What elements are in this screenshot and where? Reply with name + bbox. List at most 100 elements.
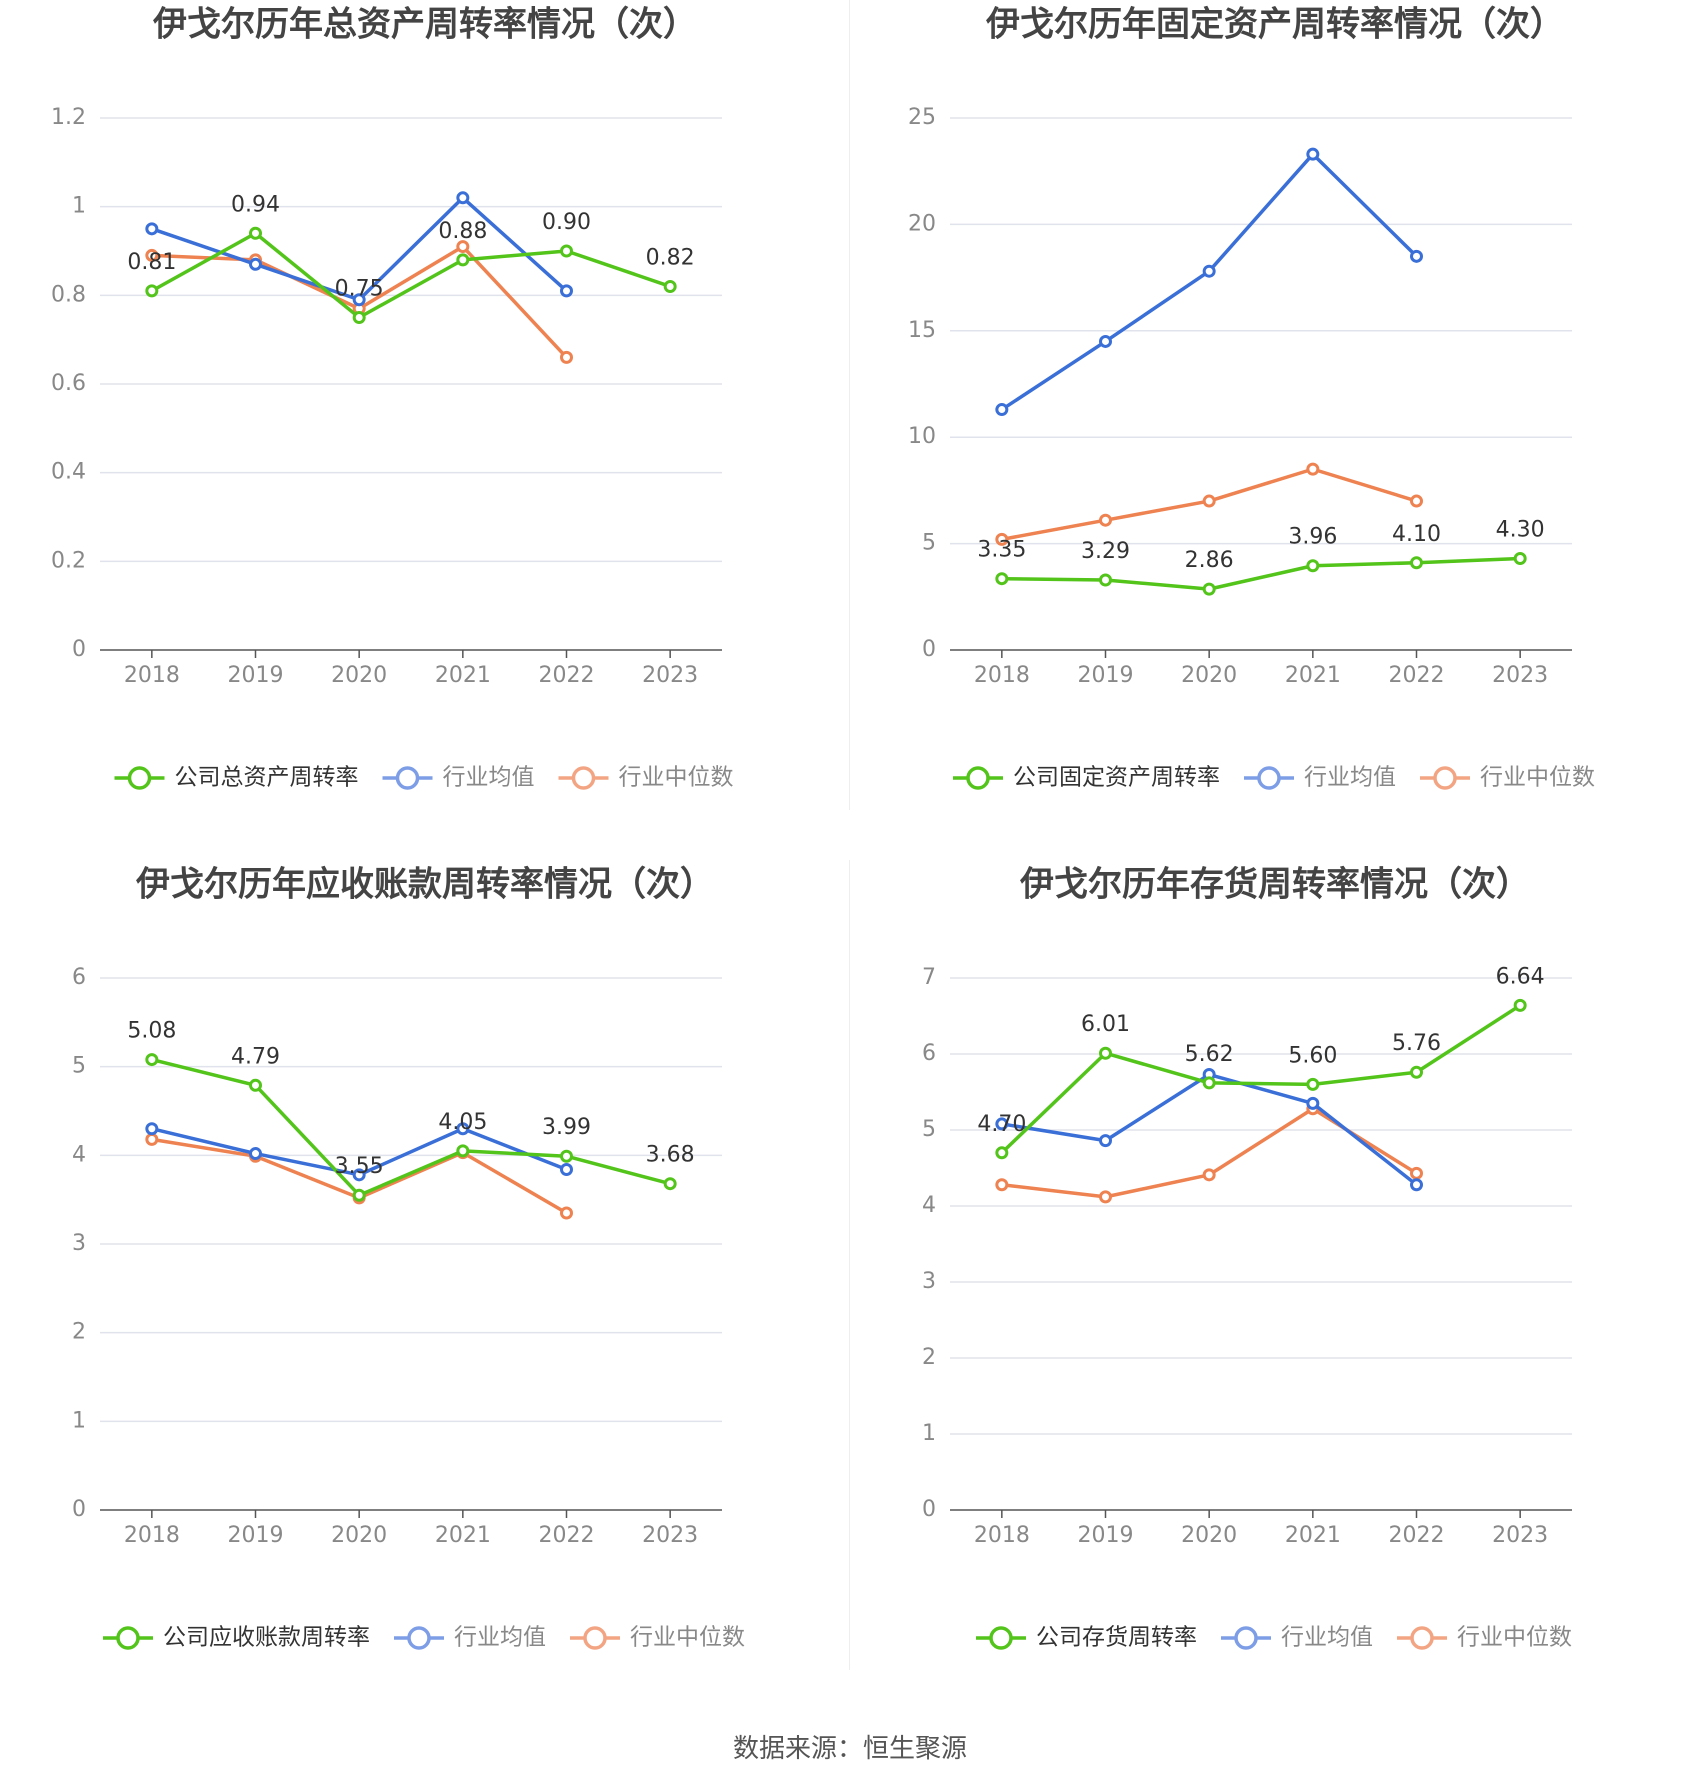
data-point-median — [1202, 494, 1216, 508]
data-point-average — [249, 257, 262, 271]
x-tick-label: 2018 — [124, 1523, 180, 1548]
data-point-median — [1099, 513, 1112, 527]
data-point-company — [560, 244, 573, 258]
x-tick-label: 2021 — [1285, 1523, 1341, 1548]
y-tick-label: 10 — [908, 424, 936, 449]
data-label: 0.94 — [231, 192, 280, 217]
data-label: 3.35 — [977, 538, 1026, 563]
legend-item-company: 公司总资产周转率 — [114, 765, 359, 791]
legend-marker — [116, 1626, 140, 1650]
data-label: 0.81 — [127, 250, 176, 275]
data-point-company — [663, 279, 677, 293]
x-tick-label: 2019 — [228, 663, 284, 688]
data-point-company — [1202, 1076, 1216, 1090]
data-point-company — [995, 572, 1009, 586]
x-tick-label: 2020 — [331, 1523, 387, 1548]
legend-label: 行业均值 — [454, 1625, 546, 1651]
x-tick-label: 2022 — [539, 1523, 595, 1548]
data-label: 0.75 — [335, 277, 384, 302]
y-tick-label: 1.2 — [51, 105, 86, 130]
data-point-company — [1099, 1046, 1112, 1060]
legend-item-company: 公司应收账款周转率 — [103, 1625, 370, 1651]
legend-label: 公司固定资产周转率 — [1013, 765, 1220, 791]
y-tick-label: 0.4 — [51, 460, 86, 485]
x-tick-label: 2021 — [435, 1523, 491, 1548]
legend-item-median: 行业中位数 — [1397, 1625, 1572, 1651]
data-point-company — [1410, 1065, 1423, 1079]
y-tick-label: 4 — [922, 1193, 936, 1218]
legend-item-average: 行业均值 — [1221, 1625, 1373, 1651]
y-tick-label: 15 — [908, 318, 936, 343]
y-tick-label: 20 — [908, 211, 936, 236]
y-tick-label: 0 — [922, 637, 936, 662]
data-point-company — [1202, 582, 1216, 596]
x-tick-label: 2023 — [1492, 663, 1548, 688]
data-label: 0.88 — [438, 219, 487, 244]
data-point-median — [560, 350, 573, 364]
y-tick-label: 6 — [72, 965, 86, 990]
x-tick-label: 2021 — [1285, 663, 1341, 688]
data-point-company — [145, 284, 159, 298]
y-tick-label: 2 — [922, 1345, 936, 1370]
x-tick-label: 2022 — [1389, 663, 1445, 688]
legend-label: 公司应收账款周转率 — [163, 1625, 370, 1651]
legend-label: 行业均值 — [1304, 765, 1396, 791]
x-tick-label: 2020 — [1181, 1523, 1237, 1548]
legend-marker — [407, 1626, 431, 1650]
data-label: 6.01 — [1081, 1012, 1130, 1037]
panel-divider-top — [849, 0, 850, 810]
data-point-median — [1202, 1168, 1216, 1182]
data-point-company — [560, 1149, 573, 1163]
data-point-average — [249, 1147, 262, 1161]
data-point-average — [456, 191, 470, 205]
data-point-average — [995, 1117, 1009, 1131]
data-label: 2.86 — [1185, 548, 1234, 573]
data-label: 0.82 — [646, 245, 695, 270]
y-tick-label: 0 — [72, 1497, 86, 1522]
data-label: 3.55 — [335, 1154, 384, 1179]
legend-item-median: 行业中位数 — [1420, 765, 1595, 791]
data-label: 5.08 — [127, 1019, 176, 1044]
legend-item-average: 行业均值 — [382, 765, 535, 791]
x-tick-label: 2018 — [124, 663, 180, 688]
legend-label: 行业均值 — [443, 765, 535, 791]
y-tick-label: 0.6 — [51, 371, 86, 396]
y-tick-label: 1 — [72, 1408, 86, 1433]
y-tick-label: 0.2 — [51, 548, 86, 573]
chart-panel-fixed-asset-turnover: 伊戈尔历年固定资产周转率情况（次） 0 5 10 15 20 25 2018 2019 2020 2… — [850, 0, 1700, 860]
panel-divider-bottom — [849, 860, 850, 1670]
chart-panel-receivables-turnover: 伊戈尔历年应收账款周转率情况（次） 0 1 2 3 4 5 6 2018 2019 2020 2021… — [0, 860, 850, 1720]
data-point-average — [560, 284, 573, 298]
y-tick-label: 3 — [72, 1231, 86, 1256]
x-tick-label: 2021 — [435, 663, 491, 688]
chart-title: 伊戈尔历年总资产周转率情况（次） — [152, 5, 697, 45]
data-point-company — [1306, 1077, 1320, 1091]
data-point-company — [249, 226, 262, 240]
data-point-company — [249, 1078, 262, 1092]
data-point-average — [1306, 147, 1320, 161]
data-label: 3.68 — [646, 1143, 695, 1168]
x-tick-label: 2023 — [642, 663, 698, 688]
data-point-average — [1306, 1096, 1320, 1110]
data-label: 3.99 — [542, 1115, 591, 1140]
legend-item-company: 公司固定资产周转率 — [953, 765, 1220, 791]
legend-marker — [966, 766, 990, 790]
chart-svg: 伊戈尔历年存货周转率情况（次） 0 1 2 3 4 5 6 7 2018 2019 2020 2021 2… — [922, 865, 1572, 1651]
data-point-median — [456, 240, 470, 254]
y-tick-label: 0 — [922, 1497, 936, 1522]
x-tick-label: 2020 — [1181, 663, 1237, 688]
data-point-average — [1410, 1178, 1423, 1192]
x-tick-label: 2018 — [974, 663, 1030, 688]
legend-label: 行业中位数 — [630, 1625, 745, 1651]
x-tick-label: 2019 — [1078, 663, 1134, 688]
data-source-note: 数据来源：恒生聚源 — [732, 1734, 967, 1764]
data-point-company — [352, 311, 366, 324]
data-point-median — [1099, 1190, 1112, 1204]
data-point-median — [145, 1132, 159, 1146]
data-point-median — [1306, 462, 1320, 476]
data-point-average — [145, 222, 159, 236]
y-tick-label: 6 — [922, 1041, 936, 1066]
x-tick-label: 2022 — [539, 663, 595, 688]
data-label: 4.05 — [438, 1110, 487, 1135]
data-point-average — [352, 1168, 366, 1182]
